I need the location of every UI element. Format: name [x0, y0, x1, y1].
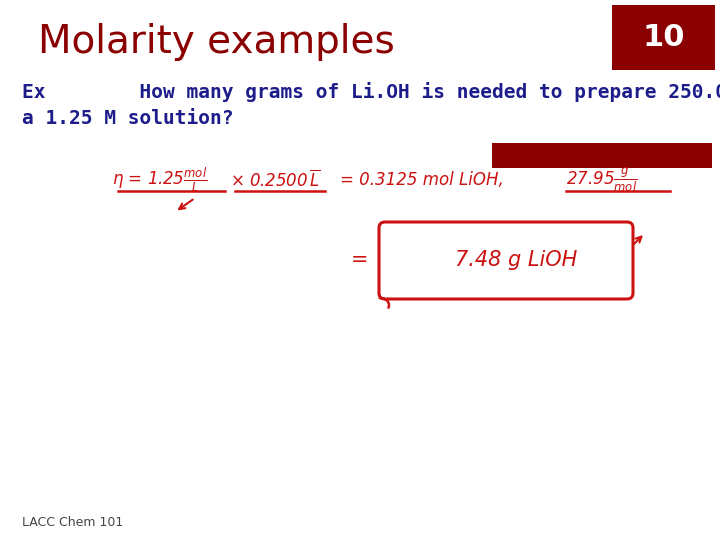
Bar [492, 143, 712, 168]
Text: × 0.2500$\,\overline{L}$: × 0.2500$\,\overline{L}$ [230, 170, 321, 191]
Text: 7.48 g LiOH: 7.48 g LiOH [455, 251, 577, 271]
Text: = 0.3125 mol LiOH,: = 0.3125 mol LiOH, [340, 171, 504, 189]
FancyBboxPatch shape [379, 222, 633, 299]
Text: LACC Chem 101: LACC Chem 101 [22, 516, 123, 529]
Text: a 1.25 M solution?: a 1.25 M solution? [22, 109, 233, 127]
Text: $\eta$ = 1.25$\frac{mol}{L}$: $\eta$ = 1.25$\frac{mol}{L}$ [112, 166, 207, 194]
Bar [612, 5, 715, 70]
Text: 27.95$\frac{g}{mol}$: 27.95$\frac{g}{mol}$ [566, 166, 637, 194]
Text: Molarity examples: Molarity examples [38, 23, 395, 61]
Text: 10: 10 [642, 23, 685, 52]
Text: Ex        How many grams of Li.OH is needed to prepare 250.0 mL of: Ex How many grams of Li.OH is needed to … [22, 82, 720, 102]
Text: =: = [351, 251, 369, 271]
